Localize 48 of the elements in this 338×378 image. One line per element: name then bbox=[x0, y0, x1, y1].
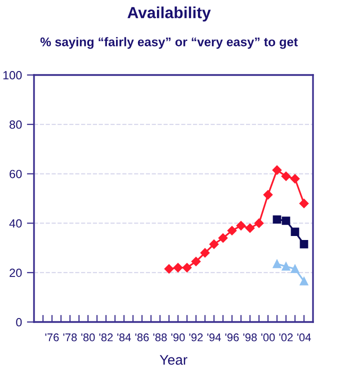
point bbox=[182, 263, 192, 272]
point bbox=[245, 224, 255, 233]
point bbox=[200, 248, 210, 258]
x-tick-label: '96 bbox=[225, 333, 239, 342]
point bbox=[218, 233, 228, 243]
point bbox=[282, 262, 290, 271]
x-tick-label: '90 bbox=[171, 333, 185, 342]
x-tick-label: '82 bbox=[99, 333, 113, 342]
point bbox=[299, 198, 309, 208]
y-tick-label: 100 bbox=[3, 71, 22, 80]
y-tick-label: 0 bbox=[16, 318, 22, 326]
point bbox=[173, 263, 183, 272]
point bbox=[254, 218, 264, 228]
x-tick-label: '00 bbox=[261, 333, 275, 342]
x-tick-label: '88 bbox=[153, 333, 167, 342]
chart-subtitle: % saying “fairly easy” or “very easy” to get bbox=[40, 37, 298, 49]
y-tick-label: 60 bbox=[10, 170, 22, 178]
y-tick-label: 80 bbox=[10, 120, 22, 129]
point bbox=[300, 240, 308, 248]
point bbox=[290, 174, 300, 184]
x-tick-label: '92 bbox=[189, 333, 203, 342]
point bbox=[290, 228, 300, 236]
point bbox=[290, 264, 300, 274]
point bbox=[191, 256, 201, 266]
x-tick-label: '04 bbox=[297, 333, 311, 342]
y-tick-label: 20 bbox=[10, 268, 22, 277]
point bbox=[300, 277, 308, 286]
point bbox=[164, 264, 174, 274]
x-tick-label: '86 bbox=[135, 333, 149, 342]
chart-title: Availability bbox=[128, 6, 211, 22]
point bbox=[263, 190, 273, 200]
x-tick-label: '02 bbox=[279, 333, 293, 342]
point bbox=[209, 240, 219, 249]
x-axis-title: Year bbox=[160, 355, 188, 365]
point bbox=[272, 215, 282, 224]
x-tick-label: '76 bbox=[45, 333, 59, 342]
point bbox=[272, 165, 282, 175]
x-tick-label: '84 bbox=[117, 333, 131, 342]
y-tick-label: 40 bbox=[9, 219, 22, 228]
point bbox=[272, 260, 282, 268]
point bbox=[281, 172, 291, 181]
point bbox=[236, 221, 246, 230]
x-tick-label: '78 bbox=[63, 333, 77, 342]
point bbox=[282, 216, 290, 225]
x-tick-label: '80 bbox=[81, 333, 95, 342]
point bbox=[227, 226, 237, 236]
x-tick-label: '94 bbox=[207, 333, 221, 342]
x-tick-label: '98 bbox=[243, 333, 257, 342]
